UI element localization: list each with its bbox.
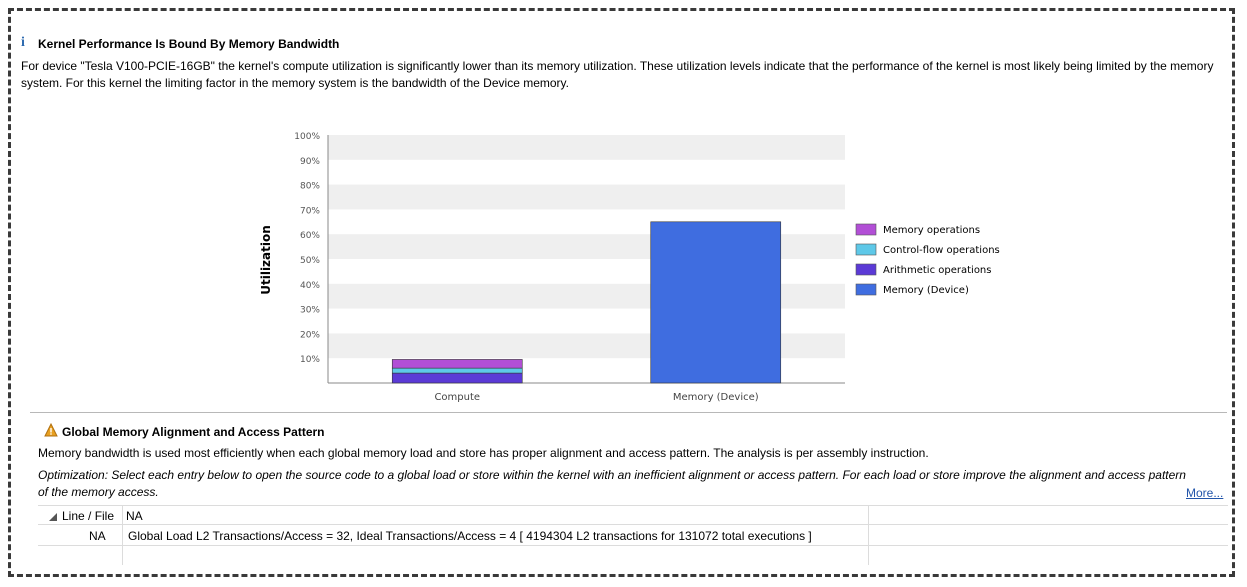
- bar-segment: [391, 367, 523, 374]
- section-title-alignment: Global Memory Alignment and Access Patte…: [62, 425, 325, 439]
- table-column-divider: [122, 505, 123, 565]
- legend-swatch: [855, 223, 877, 236]
- bar-segment: [650, 221, 782, 384]
- optimization-text: Optimization: Select each entry below to…: [38, 468, 1186, 499]
- legend-label: Memory operations: [883, 225, 980, 236]
- plot-area: 10% 20% 30% 40% 50% 60% 70% 80% 90% 100% Compute Me…: [294, 132, 1000, 403]
- table-row-detail[interactable]: Global Load L2 Transactions/Access = 32,…: [128, 529, 812, 543]
- legend-label: Control-flow operations: [883, 245, 1000, 256]
- legend-swatch: [855, 243, 877, 256]
- table-column-divider-right: [868, 505, 869, 565]
- section-description-memory-bandwidth: For device "Tesla V100-PCIE-16GB" the ke…: [21, 59, 1214, 90]
- section-description-alignment: Memory bandwidth is used most efficientl…: [38, 446, 929, 460]
- expand-collapse-icon[interactable]: [49, 513, 57, 521]
- y-tick-label: 90%: [300, 157, 320, 167]
- y-tick-label: 60%: [300, 231, 320, 241]
- grid-band: [328, 184, 845, 210]
- y-tick-label: 40%: [300, 281, 320, 291]
- table-header-na[interactable]: NA: [126, 509, 143, 523]
- table-row-border: [38, 545, 1228, 546]
- y-tick-label: 30%: [300, 306, 320, 316]
- y-axis-label: Utilization: [259, 225, 273, 295]
- section-title-memory-bandwidth: Kernel Performance Is Bound By Memory Ba…: [38, 37, 340, 51]
- bar-segment: [391, 372, 523, 384]
- table-header-border: [38, 524, 1228, 525]
- table-top-border: [38, 505, 1228, 506]
- utilization-chart: 10% 20% 30% 40% 50% 60% 70% 80% 90% 100% Compute Me…: [259, 132, 1000, 403]
- legend-label: Memory (Device): [883, 285, 969, 296]
- y-tick-label: 20%: [300, 330, 320, 340]
- section-divider: [30, 412, 1227, 413]
- more-link[interactable]: More...: [1186, 486, 1224, 500]
- x-tick-label: Compute: [434, 392, 480, 403]
- info-icon: i: [21, 35, 25, 50]
- legend-swatch: [855, 263, 877, 276]
- y-tick-label: 100%: [294, 132, 320, 142]
- analysis-panel-frame: [8, 8, 1235, 577]
- table-row-line[interactable]: NA: [89, 529, 106, 543]
- grid-band: [328, 135, 845, 160]
- y-tick-label: 70%: [300, 206, 320, 216]
- warning-icon: [44, 423, 58, 437]
- y-tick-label: 50%: [300, 256, 320, 266]
- table-header-line-file[interactable]: Line / File: [62, 509, 115, 523]
- y-tick-label: 80%: [300, 182, 320, 192]
- legend-swatch: [855, 283, 877, 296]
- y-tick-label: 10%: [300, 355, 320, 365]
- legend-label: Arithmetic operations: [883, 265, 991, 276]
- bar-segment: [391, 359, 523, 369]
- x-tick-label: Memory (Device): [673, 392, 759, 403]
